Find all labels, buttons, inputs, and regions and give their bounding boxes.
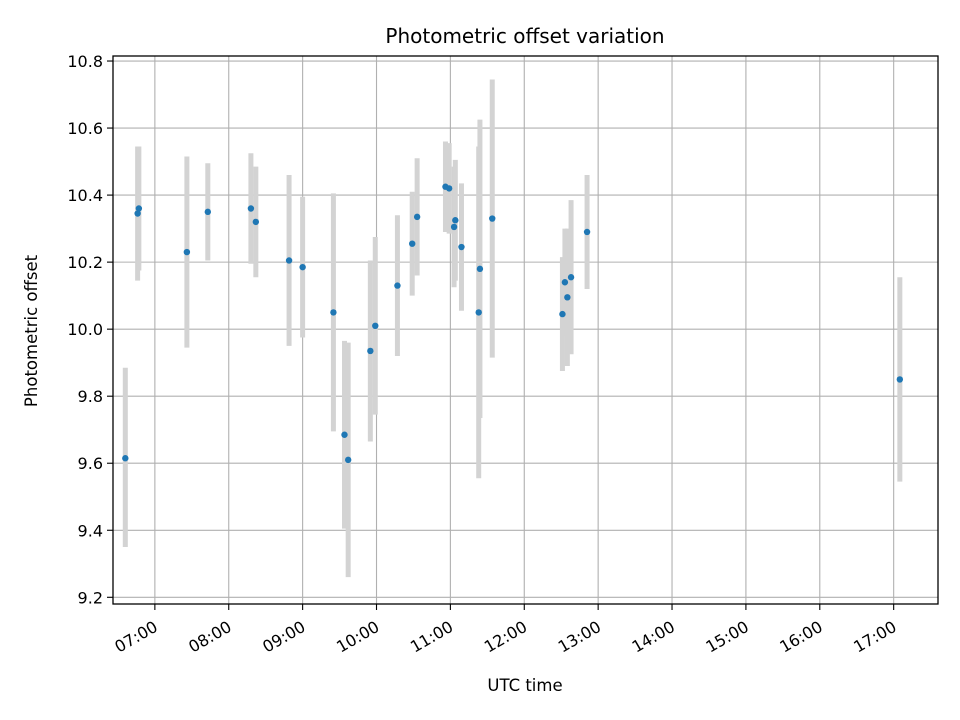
y-tick-label: 9.8 [78, 387, 103, 406]
data-point [476, 265, 484, 273]
data-point [583, 228, 591, 236]
data-point [561, 279, 569, 286]
data-point [204, 208, 212, 216]
data-point [122, 455, 129, 462]
data-point [394, 282, 401, 289]
data-point [458, 243, 465, 251]
data-point [134, 210, 141, 217]
y-tick-label: 10.2 [67, 253, 103, 272]
data-point [247, 205, 255, 212]
y-tick-label: 9.6 [78, 454, 103, 473]
y-tick-label: 10.0 [67, 320, 103, 339]
data-point [135, 205, 143, 212]
data-point [896, 376, 904, 383]
data-point [344, 456, 352, 464]
data-point [252, 218, 260, 226]
y-tick-label: 9.4 [78, 521, 103, 540]
y-axis-title: Photometric offset [22, 254, 41, 407]
data-point [341, 431, 348, 438]
data-point [559, 310, 566, 318]
data-point [445, 185, 453, 192]
data-point [299, 263, 306, 271]
chart-title: Photometric offset variation [385, 24, 664, 48]
data-point [475, 309, 482, 316]
data-points [122, 183, 904, 464]
y-axis-ticks: 9.2 9.4 9.6 9.8 10.0 10.2 10.4 10.6 10.8 [67, 52, 113, 607]
x-axis-title: UTC time [487, 676, 562, 695]
y-tick-label: 9.2 [78, 588, 103, 607]
data-point [567, 274, 575, 281]
data-point [367, 347, 374, 355]
data-point [409, 240, 416, 247]
data-point [183, 248, 191, 256]
data-point [372, 322, 379, 330]
data-point [330, 309, 337, 316]
y-tick-label: 10.8 [67, 52, 103, 71]
data-point [564, 294, 571, 301]
plot-frame [112, 55, 939, 605]
data-point [452, 217, 459, 224]
data-point [413, 213, 421, 221]
data-point [285, 257, 293, 264]
data-point [489, 215, 496, 222]
data-point [450, 223, 458, 231]
y-tick-label: 10.4 [67, 186, 103, 205]
y-tick-label: 10.6 [67, 119, 103, 138]
